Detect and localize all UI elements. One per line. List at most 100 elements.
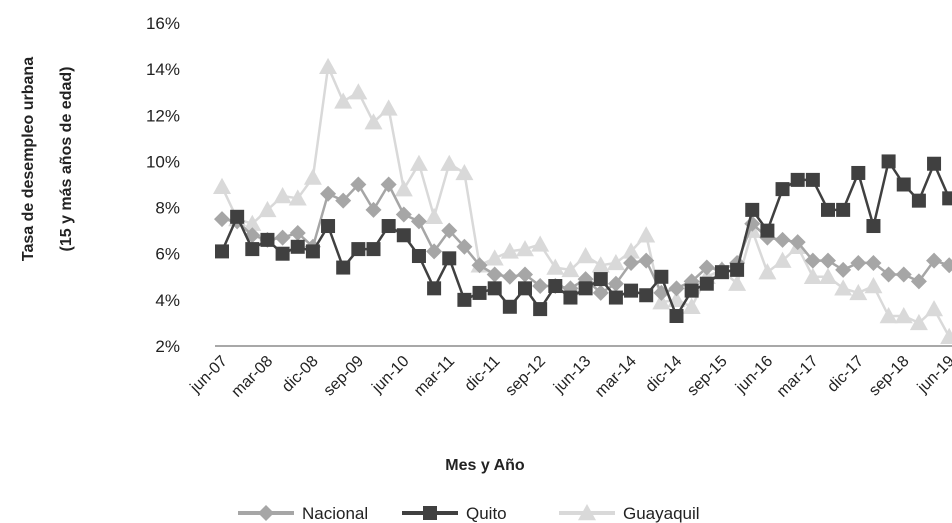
data-point-guayaquil — [516, 240, 534, 257]
data-point-quito — [760, 223, 775, 238]
data-point-nacional — [350, 176, 367, 193]
data-point-nacional — [865, 254, 882, 271]
data-point-quito — [548, 279, 563, 294]
data-point-guayaquil — [485, 249, 504, 266]
x-tick-label: sep-18 — [866, 353, 913, 400]
x-tick-label: mar-08 — [228, 353, 276, 401]
data-point-guayaquil — [606, 253, 625, 271]
data-point-nacional — [410, 213, 427, 230]
data-point-guayaquil — [394, 180, 413, 197]
data-point-nacional — [668, 280, 685, 297]
data-point-nacional — [517, 266, 533, 283]
data-point-quito — [533, 302, 548, 317]
data-point-guayaquil — [803, 267, 822, 284]
x-tick-label: jun-19 — [914, 353, 952, 397]
data-point-guayaquil — [894, 307, 913, 324]
series-line-guayaquil — [220, 65, 952, 339]
data-point-guayaquil — [925, 300, 944, 317]
data-point-nacional — [441, 222, 458, 239]
data-point-nacional — [698, 259, 715, 276]
data-point-nacional — [850, 254, 867, 271]
x-tick-label: jun-13 — [550, 353, 594, 397]
data-point-guayaquil — [728, 274, 747, 291]
data-point-quito — [305, 244, 320, 259]
x-tick-label: mar-17 — [774, 353, 822, 401]
data-point-nacional — [910, 273, 927, 290]
x-tick-label: mar-11 — [411, 353, 458, 400]
y-tick-label: 12% — [146, 106, 180, 125]
legend-item-quito: Quito — [402, 504, 507, 523]
data-point-nacional — [789, 234, 806, 251]
data-point-nacional — [395, 206, 412, 223]
legend-marker — [258, 505, 274, 521]
data-point-quito — [411, 249, 426, 264]
data-point-quito — [381, 219, 396, 234]
data-point-nacional — [820, 252, 836, 269]
data-point-nacional — [214, 211, 230, 228]
data-point-quito — [927, 156, 942, 171]
data-point-nacional — [835, 261, 852, 278]
data-point-guayaquil — [500, 242, 519, 259]
y-tick-label: 2% — [155, 337, 180, 356]
data-point-quito — [730, 262, 745, 277]
y-tick-label: 14% — [146, 60, 180, 79]
legend-item-nacional: Nacional — [238, 504, 368, 523]
data-point-guayaquil — [440, 154, 459, 171]
data-point-quito — [745, 202, 760, 217]
x-tick-label: jun-07 — [187, 353, 231, 397]
legend: Nacional Quito Guayaquil — [238, 504, 700, 523]
data-point-quito — [336, 260, 351, 275]
data-point-quito — [502, 299, 517, 314]
data-point-nacional — [289, 224, 306, 241]
series-nacional — [214, 176, 952, 301]
series-guayaquil — [213, 57, 952, 344]
data-point-nacional — [880, 266, 897, 283]
legend-marker — [423, 506, 437, 520]
data-point-guayaquil — [334, 92, 353, 109]
data-point-guayaquil — [849, 283, 868, 301]
data-point-quito — [290, 239, 305, 254]
data-point-guayaquil — [425, 207, 444, 224]
data-point-guayaquil — [591, 256, 610, 273]
data-point-quito — [684, 283, 699, 298]
legend-marker — [578, 504, 596, 521]
data-point-nacional — [456, 238, 473, 255]
data-point-quito — [805, 172, 820, 187]
data-point-guayaquil — [819, 267, 837, 284]
x-tick-label: jun-16 — [732, 353, 776, 397]
series-quito — [215, 154, 952, 324]
data-point-guayaquil — [909, 313, 928, 331]
data-point-quito — [881, 154, 896, 169]
data-point-nacional — [804, 252, 821, 269]
data-point-guayaquil — [879, 307, 898, 324]
x-tick-label: dic-08 — [279, 353, 322, 396]
data-point-quito — [896, 177, 911, 192]
data-point-quito — [775, 182, 790, 197]
x-tick-label: sep-15 — [684, 353, 731, 400]
data-point-nacional — [532, 278, 549, 295]
y-tick-label: 10% — [146, 152, 180, 171]
data-point-quito — [472, 285, 487, 300]
data-point-quito — [669, 309, 684, 324]
y-tick-label: 8% — [155, 199, 180, 218]
x-tick-label: sep-12 — [502, 353, 549, 400]
legend-item-guayaquil: Guayaquil — [559, 504, 700, 523]
data-point-nacional — [592, 284, 609, 301]
data-point-quito — [593, 272, 608, 287]
data-point-quito — [851, 165, 866, 180]
data-point-quito — [563, 290, 578, 305]
x-tick-label: dic-17 — [824, 353, 867, 396]
data-point-quito — [245, 242, 260, 257]
data-point-nacional — [471, 257, 488, 274]
data-point-guayaquil — [409, 154, 428, 171]
data-point-quito — [260, 232, 275, 247]
data-point-guayaquil — [637, 226, 656, 243]
data-point-nacional — [638, 252, 655, 269]
data-point-guayaquil — [319, 57, 338, 75]
data-point-guayaquil — [243, 214, 262, 231]
data-point-guayaquil — [455, 163, 474, 181]
data-point-nacional — [895, 266, 912, 283]
data-point-nacional — [320, 185, 337, 202]
data-point-guayaquil — [622, 242, 641, 259]
